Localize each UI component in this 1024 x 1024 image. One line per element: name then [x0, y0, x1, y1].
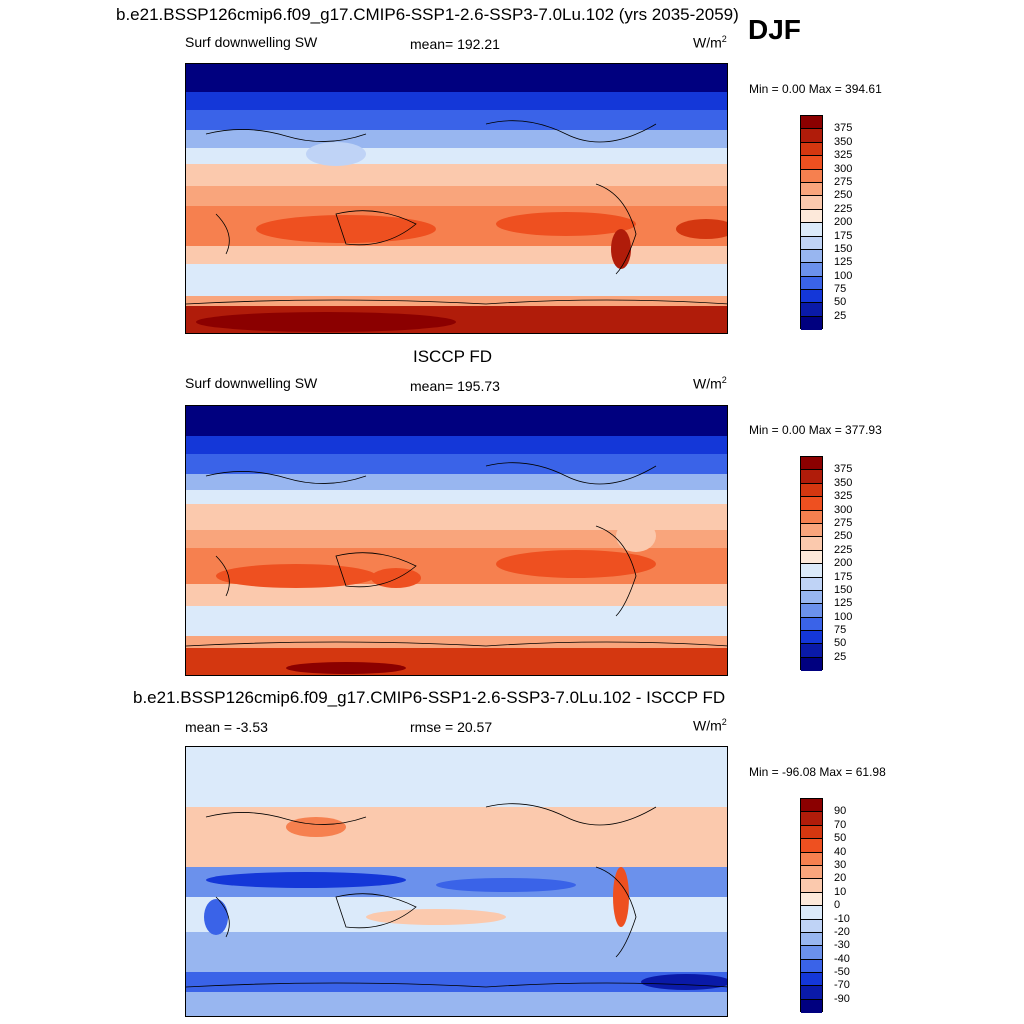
cbar-tick: 200	[834, 557, 853, 569]
cbar-tick: -20	[834, 926, 850, 938]
cbar-tick: 50	[834, 637, 847, 649]
cbar-tick: 225	[834, 203, 853, 215]
cbar-tick: -10	[834, 913, 850, 925]
cbar-tick: 25	[834, 651, 847, 663]
panel1-minmax: Min = 0.00 Max = 394.61	[749, 82, 882, 96]
panel1-colorbar	[800, 115, 823, 331]
cbar-tick: 75	[834, 283, 847, 295]
panel1-variable-label: Surf downwelling SW	[185, 34, 318, 50]
panel3-rmse-label: rmse = 20.57	[410, 719, 493, 735]
cbar-tick: 50	[834, 832, 847, 844]
cbar-tick: 125	[834, 256, 853, 268]
cbar-tick: 10	[834, 886, 847, 898]
cbar-tick: 20	[834, 872, 847, 884]
cbar-tick: 30	[834, 859, 847, 871]
panel2-mean-label: mean= 195.73	[410, 378, 500, 394]
cbar-tick: 125	[834, 597, 853, 609]
cbar-tick: 175	[834, 571, 853, 583]
cbar-tick: -50	[834, 966, 850, 978]
cbar-tick: 225	[834, 544, 853, 556]
panel3-minmax: Min = -96.08 Max = 61.98	[749, 765, 886, 779]
cbar-tick: 90	[834, 805, 847, 817]
cbar-tick: 100	[834, 270, 853, 282]
cbar-tick: -40	[834, 953, 850, 965]
panel2-title: ISCCP FD	[413, 347, 493, 366]
season-label: DJF	[748, 14, 801, 45]
cbar-tick: 350	[834, 477, 853, 489]
panel1-map	[185, 63, 728, 334]
cbar-tick: 75	[834, 624, 847, 636]
cbar-tick: -70	[834, 979, 850, 991]
cbar-tick: 350	[834, 136, 853, 148]
cbar-tick: 300	[834, 504, 853, 516]
panel1-title: b.e21.BSSP126cmip6.f09_g17.CMIP6-SSP1-2.…	[116, 5, 739, 24]
cbar-tick: -30	[834, 939, 850, 951]
cbar-tick: 275	[834, 517, 853, 529]
cbar-tick: 325	[834, 490, 853, 502]
cbar-tick: 250	[834, 189, 853, 201]
panel2-minmax: Min = 0.00 Max = 377.93	[749, 423, 882, 437]
cbar-tick: 70	[834, 819, 847, 831]
cbar-tick: 375	[834, 463, 853, 475]
cbar-tick: 50	[834, 296, 847, 308]
cbar-tick: 0	[834, 899, 841, 911]
panel2-variable-label: Surf downwelling SW	[185, 375, 318, 391]
cbar-tick: -90	[834, 993, 850, 1005]
panel3-title: b.e21.BSSP126cmip6.f09_g17.CMIP6-SSP1-2.…	[133, 688, 726, 707]
panel2-colorbar	[800, 456, 823, 672]
cbar-tick: 325	[834, 149, 853, 161]
panel3-units: W/m2	[693, 717, 727, 734]
cbar-tick: 100	[834, 611, 853, 623]
panel1-units: W/m2	[693, 34, 727, 51]
cbar-tick: 150	[834, 243, 853, 255]
cbar-tick: 275	[834, 176, 853, 188]
cbar-tick: 200	[834, 216, 853, 228]
cbar-tick: 25	[834, 310, 847, 322]
cbar-tick: 150	[834, 584, 853, 596]
cbar-tick: 175	[834, 230, 853, 242]
panel3-mean-label: mean = -3.53	[185, 719, 268, 735]
panel2-map	[185, 405, 728, 676]
cbar-tick: 375	[834, 122, 853, 134]
panel1-mean-label: mean= 192.21	[410, 36, 500, 52]
cbar-tick: 40	[834, 846, 847, 858]
panel3-colorbar	[800, 798, 823, 1014]
cbar-tick: 250	[834, 530, 853, 542]
panel2-units: W/m2	[693, 375, 727, 392]
cbar-tick: 300	[834, 163, 853, 175]
panel3-map	[185, 746, 728, 1017]
